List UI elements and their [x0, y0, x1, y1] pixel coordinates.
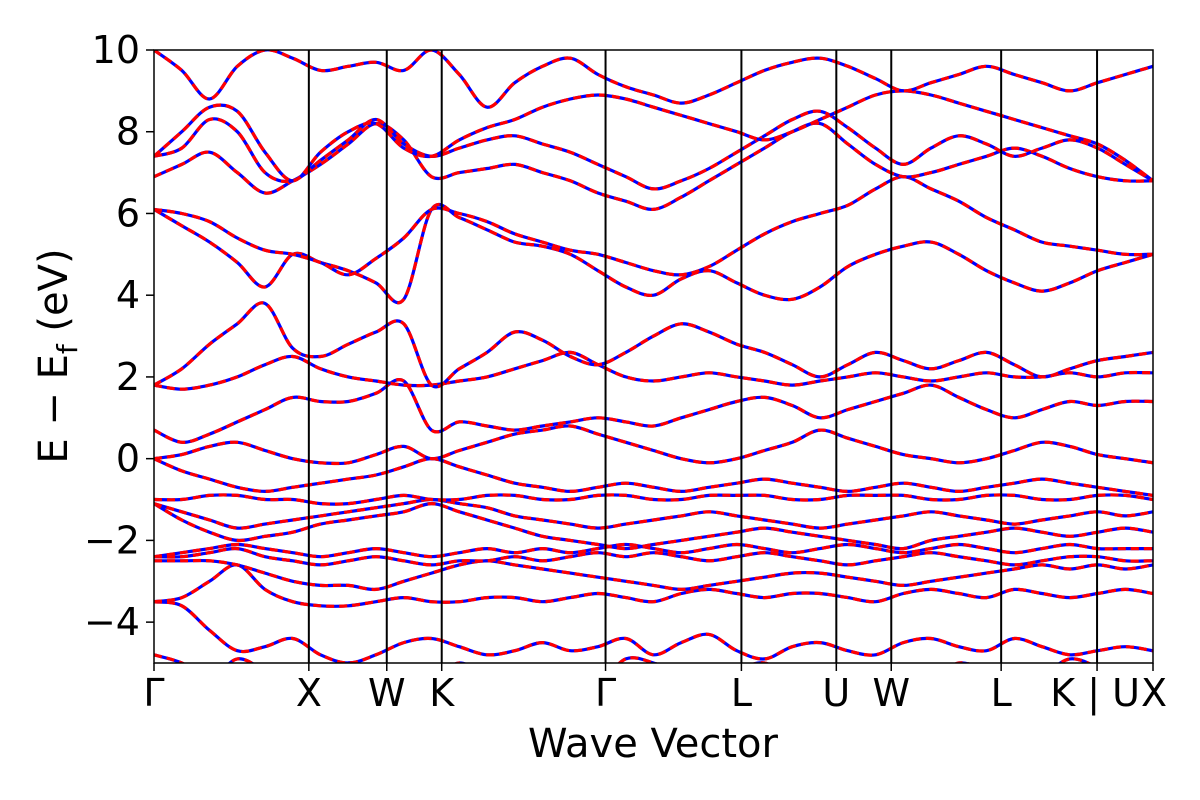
band-line-blue	[154, 542, 1153, 559]
y-tick-label: 4	[116, 273, 140, 317]
y-axis-label: E − Ef (eV)	[31, 248, 84, 463]
y-tick-label: 10	[92, 28, 140, 72]
band-line-blue	[154, 424, 1153, 466]
band-line-red-dashed	[154, 378, 1153, 444]
band-line-red-dashed	[154, 502, 1153, 551]
band-line-red-dashed	[154, 493, 1153, 506]
band-line-red-dashed	[154, 350, 1153, 391]
y-tick-label: 8	[116, 110, 140, 154]
band-line-red-dashed	[154, 558, 1153, 592]
y-axis-label-main: E − E	[31, 354, 77, 464]
band-line-red-dashed	[154, 457, 1153, 497]
x-tick-label: K | U	[1050, 671, 1140, 716]
x-tick-label: U	[822, 671, 850, 715]
x-tick-label: W	[872, 671, 910, 715]
band-line-red-dashed	[154, 546, 1153, 567]
y-tick-label: −2	[84, 518, 140, 562]
x-tick-label: L	[731, 671, 752, 715]
y-tick-label: 6	[116, 191, 140, 235]
plot-frame	[153, 49, 1154, 664]
band-line-blue	[154, 50, 1153, 109]
band-line-blue	[154, 457, 1153, 497]
y-axis-label-unit: (eV)	[31, 248, 77, 344]
high-symmetry-lines	[307, 50, 1099, 663]
x-axis-label: Wave Vector	[528, 721, 779, 767]
y-tick-label: 0	[116, 437, 140, 481]
band-line-red-dashed	[154, 424, 1153, 466]
x-tick-label: X	[296, 671, 322, 715]
band-line-red-dashed	[154, 175, 1153, 277]
band-line-red-dashed	[154, 121, 1153, 212]
x-tick-label: W	[368, 671, 406, 715]
band-line-red-dashed	[154, 563, 1153, 608]
band-line-red-dashed	[154, 50, 1153, 109]
band-line-red-dashed	[154, 497, 1153, 530]
band-line-blue	[154, 202, 1153, 305]
x-tick-label: K	[429, 671, 455, 715]
band-lines	[154, 50, 1153, 663]
band-line-red-dashed	[154, 89, 1153, 183]
y-axis-label-subscript: f	[51, 343, 84, 354]
x-tick-label: Γ	[143, 671, 164, 715]
y-axis-ticks: −4 −2 0 2 4 6 8 10	[84, 28, 154, 644]
y-tick-label: 2	[116, 355, 140, 399]
x-tick-label: Γ	[595, 671, 616, 715]
band-line-blue	[154, 89, 1153, 183]
band-line-red-dashed	[154, 600, 1153, 663]
band-line-blue	[154, 121, 1153, 212]
band-line-blue	[154, 502, 1153, 551]
band-line-blue	[154, 378, 1153, 444]
y-tick-label: −4	[84, 600, 140, 644]
band-line-red-dashed	[154, 301, 1153, 389]
x-tick-label: X	[1141, 671, 1167, 715]
x-tick-label: L	[991, 671, 1012, 715]
band-line-red-dashed	[154, 109, 1153, 191]
